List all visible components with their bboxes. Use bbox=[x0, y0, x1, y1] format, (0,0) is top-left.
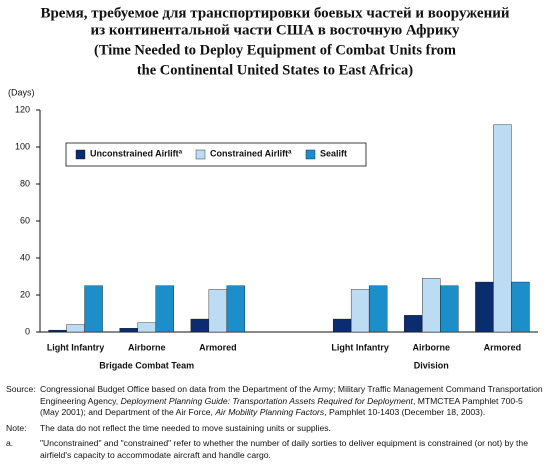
x-tick-label: Light Infantry bbox=[47, 342, 105, 352]
bar bbox=[422, 278, 441, 333]
bar bbox=[137, 322, 156, 333]
bar bbox=[119, 328, 138, 333]
note-label: Note: bbox=[6, 422, 27, 433]
y-tick-label: 120 bbox=[15, 104, 30, 114]
y-tick-label: 20 bbox=[20, 289, 30, 299]
source-text: , MTMCTEA Pamphlet 700-5 (May 2001); and… bbox=[40, 395, 523, 418]
source-text: Congressional Budget Office based on dat… bbox=[40, 384, 543, 406]
footnote-row: a. "Unconstrained" and "constrained" refe… bbox=[6, 438, 544, 461]
bar bbox=[475, 281, 494, 333]
x-tick-label: Light Infantry bbox=[331, 342, 389, 352]
bar bbox=[48, 329, 67, 333]
source: Congressional Budget Office based on dat… bbox=[40, 384, 544, 419]
legend-label: Sealift bbox=[320, 149, 347, 159]
footnote: "Unconstrained" and "constrained" refer … bbox=[40, 438, 528, 460]
bar bbox=[84, 285, 103, 333]
chart: Время, требуемое для транспортировки бое… bbox=[8, 5, 538, 370]
bar bbox=[368, 285, 388, 333]
group-label: Brigade Combat Team bbox=[99, 360, 194, 370]
legend-label: Unconstrained Airlifta bbox=[90, 149, 183, 159]
legend-label: Constrained Airlifta bbox=[210, 149, 292, 159]
legend bbox=[65, 142, 367, 167]
source-text: , Pamphlet 10-1403 (December 18, 2003). bbox=[324, 407, 486, 417]
x-tick-label: Armored bbox=[484, 342, 522, 352]
bar bbox=[208, 289, 228, 333]
chart-title: Время, требуемое для транспортировки бое… bbox=[40, 5, 509, 21]
bar bbox=[511, 281, 530, 333]
note-row: Note: The data do not reflect the time ne… bbox=[6, 423, 544, 435]
x-tick-label: Airborne bbox=[128, 342, 166, 352]
legend-note: a bbox=[179, 149, 183, 155]
footnote-label: a. bbox=[6, 438, 14, 448]
source-title: Deployment Planning Guide: Transportatio… bbox=[120, 395, 413, 406]
note: The data do not reflect the time needed … bbox=[40, 422, 331, 433]
bar bbox=[332, 318, 352, 333]
legend-note: a bbox=[288, 149, 292, 155]
source-title: Air Mobility Planning Factors bbox=[215, 407, 325, 417]
x-tick-label: Armored bbox=[199, 342, 237, 352]
bar bbox=[404, 315, 423, 333]
chart-title: из континентальной части США в восточную… bbox=[91, 22, 460, 38]
legend-name: Sealift bbox=[320, 149, 347, 159]
x-tick-label: Airborne bbox=[413, 342, 451, 352]
bar bbox=[350, 289, 370, 333]
legend-name: Unconstrained Airlift bbox=[90, 149, 179, 159]
legend-swatch bbox=[195, 149, 206, 160]
legend-swatch bbox=[75, 149, 86, 160]
group-label: Division bbox=[414, 360, 449, 370]
y-tick-label: 0 bbox=[25, 326, 30, 336]
y-tick-label: 40 bbox=[20, 252, 30, 262]
bar bbox=[66, 324, 85, 333]
y-axis-label: (Days) bbox=[8, 87, 35, 97]
chart-subtitle: (Time Needed to Deploy Equipment of Comb… bbox=[94, 42, 456, 58]
y-tick-label: 100 bbox=[15, 141, 30, 151]
bar bbox=[226, 285, 246, 333]
legend-swatch bbox=[305, 149, 316, 160]
bar bbox=[440, 285, 459, 333]
legend-name: Constrained Airlift bbox=[210, 149, 288, 159]
source-row: Source: Congressional Budget Office based… bbox=[6, 384, 544, 419]
chart-subtitle: the Continental United States to East Af… bbox=[137, 62, 413, 78]
y-tick-label: 60 bbox=[20, 215, 30, 225]
bar bbox=[493, 124, 512, 333]
bar bbox=[190, 318, 210, 333]
notes: Source: Congressional Budget Office based… bbox=[6, 384, 544, 465]
bar bbox=[155, 285, 174, 333]
y-tick-label: 80 bbox=[20, 178, 30, 188]
source-label: Source: bbox=[6, 384, 36, 394]
